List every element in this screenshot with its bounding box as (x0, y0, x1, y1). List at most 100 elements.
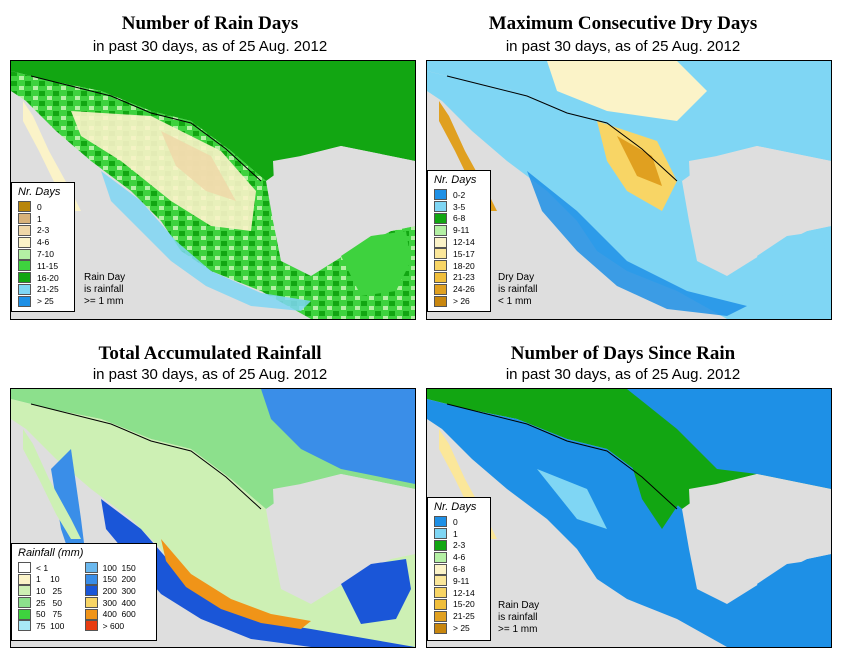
us-wet-east (261, 389, 415, 484)
legend-title: Nr. Days (434, 174, 477, 186)
legend-label: 21-23 (453, 272, 475, 283)
dry-plateau (71, 111, 256, 231)
mexico-region (427, 71, 831, 319)
legend-label: 3-5 (453, 201, 466, 212)
legend-row: 3-5 (434, 201, 490, 213)
legend-swatch (18, 260, 31, 272)
panel2-title: Maximum Consecutive Dry Days (488, 13, 758, 34)
note-line: is rainfall (498, 612, 538, 623)
legend-label: 2-3 (37, 225, 50, 236)
legend-row: 15-17 (434, 248, 490, 260)
legend-row: 4-6 (18, 236, 74, 248)
legend-label: 50 75 (36, 609, 62, 620)
legend-swatch (434, 212, 447, 224)
dry-days-map-svg (427, 61, 831, 319)
us-region (427, 61, 831, 181)
days-since-rain-map (426, 388, 832, 648)
note-line: >= 1 mm (84, 296, 124, 307)
heavy-rain-band (161, 539, 311, 629)
gulf-of-mexico (689, 146, 831, 273)
legend-items: 0 1 2-3 4-6 7-10 11-15 16-20 21-25 > 25 (12, 201, 74, 307)
legend-row: 2-3 (434, 539, 490, 552)
legend-label: 21-25 (453, 611, 475, 622)
legend-row: 7-10 (18, 248, 74, 260)
legend-swatch (18, 585, 31, 597)
dry-day-note: Dry Day is rainfall < 1 mm (498, 272, 537, 308)
legend-swatch (434, 551, 447, 563)
legend-row: > 25 (434, 622, 490, 634)
legend-row: 16-20 (18, 272, 74, 284)
legend-swatch (434, 260, 447, 272)
legend-swatch (84, 562, 98, 574)
legend-row: 18-20 (434, 260, 490, 272)
legend-row: 6-8 (434, 563, 490, 575)
yucatan (757, 559, 827, 624)
legend-row: 300 400 (84, 597, 152, 609)
legend-label: 15-17 (453, 248, 475, 259)
legend-swatch (84, 597, 98, 609)
total-rainfall-map (10, 388, 416, 648)
legend-swatch (434, 283, 447, 295)
legend-row: 100 150 (84, 562, 152, 574)
legend-swatch (434, 539, 447, 551)
legend-swatch (434, 224, 447, 236)
legend-swatch (434, 516, 447, 528)
legend-swatch (434, 271, 447, 283)
legend-swatch (434, 563, 447, 575)
legend-label: 1 10 (36, 574, 60, 585)
legend-row: 12-14 (434, 587, 490, 599)
wet-belt (527, 171, 747, 316)
us-dry-zone (547, 61, 707, 121)
legend-row: 6-8 (434, 212, 490, 225)
legend-row: 21-25 (434, 610, 490, 622)
panel2-subtitle: in past 30 days, as of 25 Aug. 2012 (505, 38, 741, 55)
legend-swatch (84, 620, 98, 632)
us-region (11, 61, 415, 181)
legend-label: < 1 (36, 562, 49, 573)
legend-row: 21-23 (434, 271, 490, 284)
legend-swatch (84, 573, 98, 585)
wet-belt (101, 499, 415, 647)
panel3-subtitle: in past 30 days, as of 25 Aug. 2012 (92, 366, 328, 383)
legend-label: 6-8 (453, 213, 466, 224)
panel4-title: Number of Days Since Rain (510, 343, 736, 364)
legend-label: 9-11 (453, 575, 470, 586)
legend-label: 10 25 (36, 585, 62, 596)
legend-swatch (18, 295, 31, 307)
gulf-of-mexico (689, 474, 831, 601)
legend-swatch (434, 598, 447, 610)
note-line: Rain Day (498, 600, 540, 611)
panel1-title: Number of Rain Days (121, 13, 299, 34)
mexico-region (427, 399, 831, 647)
legend-label: 300 400 (102, 597, 136, 608)
note-line: < 1 mm (498, 296, 532, 307)
legend-swatch (18, 224, 31, 236)
legend-row: 50 75 (18, 608, 81, 620)
legend-row: < 1 (18, 562, 81, 574)
legend-label: 2-3 (453, 540, 466, 551)
legend-swatch (18, 608, 31, 620)
legend-swatch (18, 248, 31, 260)
legend-swatch (18, 573, 31, 585)
central-lightblue (537, 469, 607, 529)
legend-row: 150 200 (84, 573, 152, 586)
legend-label: 25 50 (36, 597, 62, 608)
legend-label: 4-6 (453, 552, 466, 563)
wet-belt (101, 171, 311, 311)
legend-label: 24-26 (453, 284, 475, 295)
legend-row: 400 600 (84, 608, 152, 620)
panel4-subtitle: in past 30 days, as of 25 Aug. 2012 (505, 366, 741, 383)
legend-row: 1 (434, 528, 490, 540)
legend-label: 7-10 (37, 249, 55, 260)
legend-row: 75 100 (18, 620, 81, 632)
legend-label: > 25 (37, 296, 54, 307)
note-line: Dry Day (498, 272, 535, 283)
note-line: Rain Day (84, 272, 126, 283)
us-mexico-border (446, 75, 678, 182)
legend-label: 0 (453, 516, 458, 527)
legend-swatch (434, 587, 447, 599)
legend-row: 0 (18, 201, 74, 213)
legend-label: 0-2 (453, 189, 466, 200)
